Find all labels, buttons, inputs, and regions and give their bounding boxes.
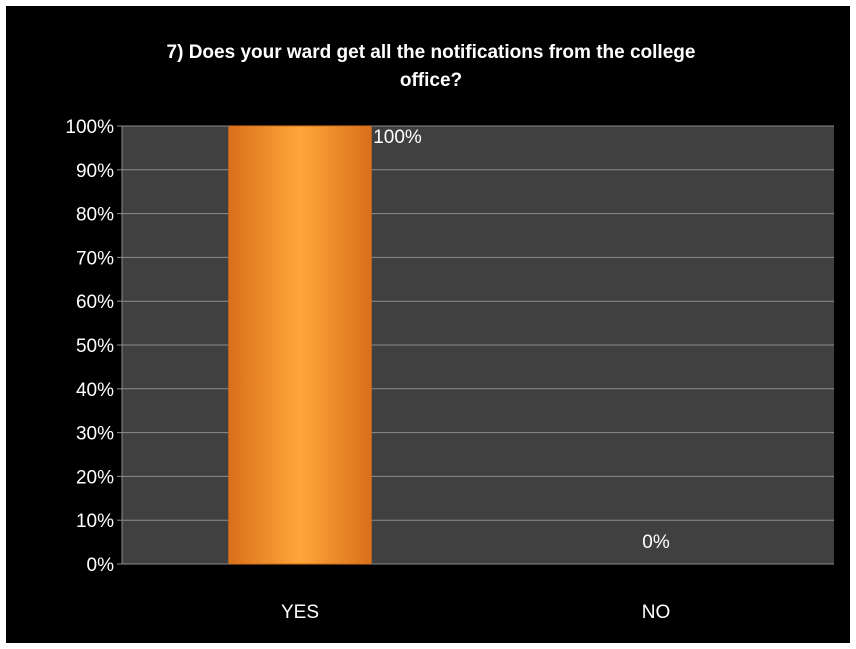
data-label-no: 0%: [642, 532, 670, 553]
data-label-yes: 100%: [373, 127, 422, 148]
y-tick-label: 90%: [76, 161, 114, 182]
y-tick-label: 40%: [76, 380, 114, 401]
y-tick-label: 20%: [76, 467, 114, 488]
y-tick-label: 100%: [65, 117, 114, 138]
plot-area: 0% 10% 20% 30% 40% 50% 60% 70% 80% 90% 100% 100% YES…: [65, 117, 834, 623]
chart-title-line-1: 7) Does your ward get all the notificati…: [167, 42, 696, 63]
chart-title-line-2: office?: [400, 70, 462, 91]
y-tick-label: 10%: [76, 511, 114, 532]
y-tick-label: 0%: [87, 555, 115, 576]
y-tick-label: 60%: [76, 292, 114, 313]
bar-chart: 7) Does your ward get all the notificati…: [6, 6, 850, 643]
bar-yes: [228, 125, 372, 565]
y-tick-label: 80%: [76, 205, 114, 226]
x-tick-label-yes: YES: [281, 602, 319, 623]
y-tick-label: 30%: [76, 424, 114, 445]
y-tick-label: 50%: [76, 336, 114, 357]
x-tick-label-no: NO: [642, 602, 671, 623]
chart-frame: 7) Does your ward get all the notificati…: [6, 6, 850, 643]
y-tick-label: 70%: [76, 248, 114, 269]
